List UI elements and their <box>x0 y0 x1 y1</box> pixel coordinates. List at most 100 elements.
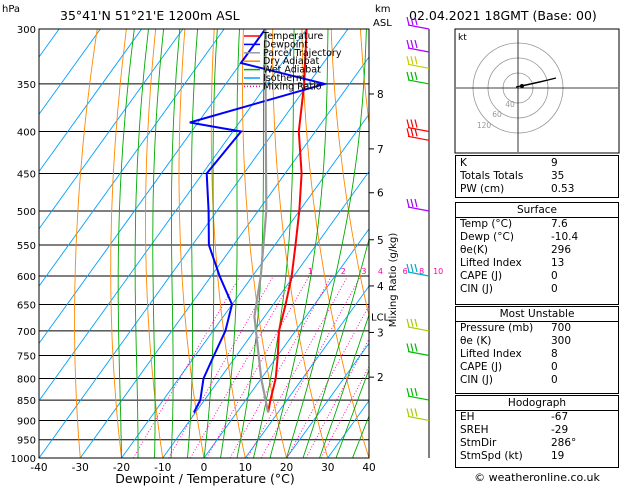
temperature-tick-label: 10 <box>239 462 252 474</box>
mixing-ratio-line <box>286 304 369 458</box>
wind-barb-flag <box>406 39 410 49</box>
temperature-profile <box>267 29 308 413</box>
dry-adiabat-line <box>210 29 246 458</box>
wind-barb-flag <box>414 39 418 49</box>
mixing-ratio-label: 1 <box>308 267 313 276</box>
index-label: CAPE (J) <box>460 361 503 373</box>
isotherm-line <box>244 285 369 458</box>
pressure-tick-label: 350 <box>17 80 36 91</box>
index-value: 0 <box>551 283 558 295</box>
wind-barb <box>406 71 430 85</box>
pressure-tick-label: 500 <box>17 207 36 218</box>
dry-adiabat-line <box>145 29 164 458</box>
hodo-row: EH -67 <box>456 411 618 424</box>
hodograph-frame <box>454 28 620 154</box>
index-label: Lifted Index <box>460 257 522 269</box>
km-tick-label: 8 <box>377 89 384 101</box>
pressure-tick-label: 850 <box>17 396 36 407</box>
dewpoint-profile <box>189 29 329 413</box>
dry-adiabat-line <box>110 29 127 458</box>
hodograph-ring-label: 120 <box>477 121 492 130</box>
index-label: Lifted Index <box>460 348 522 360</box>
index-label: EH <box>460 411 475 423</box>
lcl-label: LCL <box>371 312 390 323</box>
index-label: CIN (J) <box>460 374 493 386</box>
wind-barb-flag <box>406 318 410 328</box>
legend-label: Isotherm <box>263 73 305 84</box>
mixing-ratio-line <box>305 338 369 458</box>
hodo-row: StmSpd (kt) 19 <box>456 450 618 463</box>
wet-adiabat-line <box>236 29 266 458</box>
wet-adiabat-line <box>319 313 369 458</box>
x-axis-title: Dewpoint / Temperature (°C) <box>115 471 294 486</box>
wind-barb-flag <box>410 263 414 273</box>
index-value: 19 <box>551 450 565 462</box>
pressure-tick-label: 300 <box>17 25 36 36</box>
mu-row: CIN (J) 0 <box>456 374 618 387</box>
surface-row: θe(K) 296 <box>456 244 618 257</box>
wind-barb-flag <box>410 128 414 137</box>
most-unstable-panel: Most Unstable Pressure (mb) 700 θe (K) 300… <box>455 306 619 394</box>
wind-barb-flag <box>414 119 418 128</box>
dry-adiabat-line <box>624 29 629 458</box>
index-value: 286° <box>551 437 577 449</box>
wind-barb-flag <box>414 318 418 328</box>
index-label: Temp (°C) <box>460 218 513 230</box>
wind-barb-staff <box>407 395 430 401</box>
hodograph-ring-label: 40 <box>505 100 515 109</box>
index-value: -29 <box>551 424 569 436</box>
index-value: 0.53 <box>551 183 575 195</box>
index-value: -67 <box>551 411 569 423</box>
mu-row: CAPE (J) 0 <box>456 361 618 374</box>
mixing-ratio-line <box>229 275 332 458</box>
pressure-tick-label: 1000 <box>11 454 36 465</box>
km-tick-label: 4 <box>377 281 384 293</box>
index-value: -10.4 <box>551 231 579 243</box>
isotherm-line <box>39 29 101 116</box>
index-value: 296 <box>551 244 572 256</box>
mixing-ratio-label: 3 <box>361 267 366 276</box>
wind-barb-flag <box>414 71 418 81</box>
index-value: 0 <box>551 270 558 282</box>
wet-adiabat-line <box>203 29 218 458</box>
surface-row: Lifted Index 13 <box>456 257 618 270</box>
mixing-ratio-label: 4 <box>378 267 383 276</box>
wind-barb-flag <box>410 119 414 128</box>
wind-barb-flag <box>406 119 410 128</box>
wet-adiabat-line <box>117 29 135 458</box>
index-value: 0 <box>551 361 558 373</box>
pressure-tick-label: 700 <box>17 327 36 338</box>
wet-adiabat-line <box>253 29 295 458</box>
mu-row: Pressure (mb) 700 <box>456 322 618 335</box>
hodograph-ring-label: 60 <box>492 110 502 119</box>
dry-adiabat-line <box>359 29 369 127</box>
temperature-tick-label: -40 <box>30 462 47 474</box>
legend-label: Parcel Trajectory <box>263 48 342 59</box>
pressure-tick-label: 750 <box>17 351 36 362</box>
wind-barb-staff <box>407 206 430 212</box>
temperature-tick-label: 40 <box>362 462 375 474</box>
index-label: CIN (J) <box>460 283 493 295</box>
datetime-label: 02.04.2021 18GMT (Base: 00) <box>409 8 597 23</box>
wind-barb-flag <box>410 318 414 328</box>
dry-adiabat-line <box>178 29 205 458</box>
wind-barb-flag <box>406 343 410 352</box>
index-row-pw: PW (cm) 0.53 <box>456 183 618 196</box>
wind-barb-flag <box>406 263 410 273</box>
wind-barb-flag <box>406 408 410 417</box>
isotherm-line <box>79 56 369 458</box>
pressure-tick-label: 600 <box>17 272 36 283</box>
index-label: StmSpd (kt) <box>460 450 523 462</box>
index-label: Dewp (°C) <box>460 231 514 243</box>
wind-barb-flag <box>406 198 410 208</box>
legend-label: Mixing Ratio <box>263 81 322 92</box>
surface-row: CAPE (J) 0 <box>456 270 618 283</box>
isotherm-line <box>39 29 307 402</box>
wind-barb <box>406 39 430 53</box>
wet-adiabat-line <box>152 29 165 458</box>
surface-row: Dewp (°C) -10.4 <box>456 231 618 244</box>
wind-barb-flag <box>414 16 418 26</box>
